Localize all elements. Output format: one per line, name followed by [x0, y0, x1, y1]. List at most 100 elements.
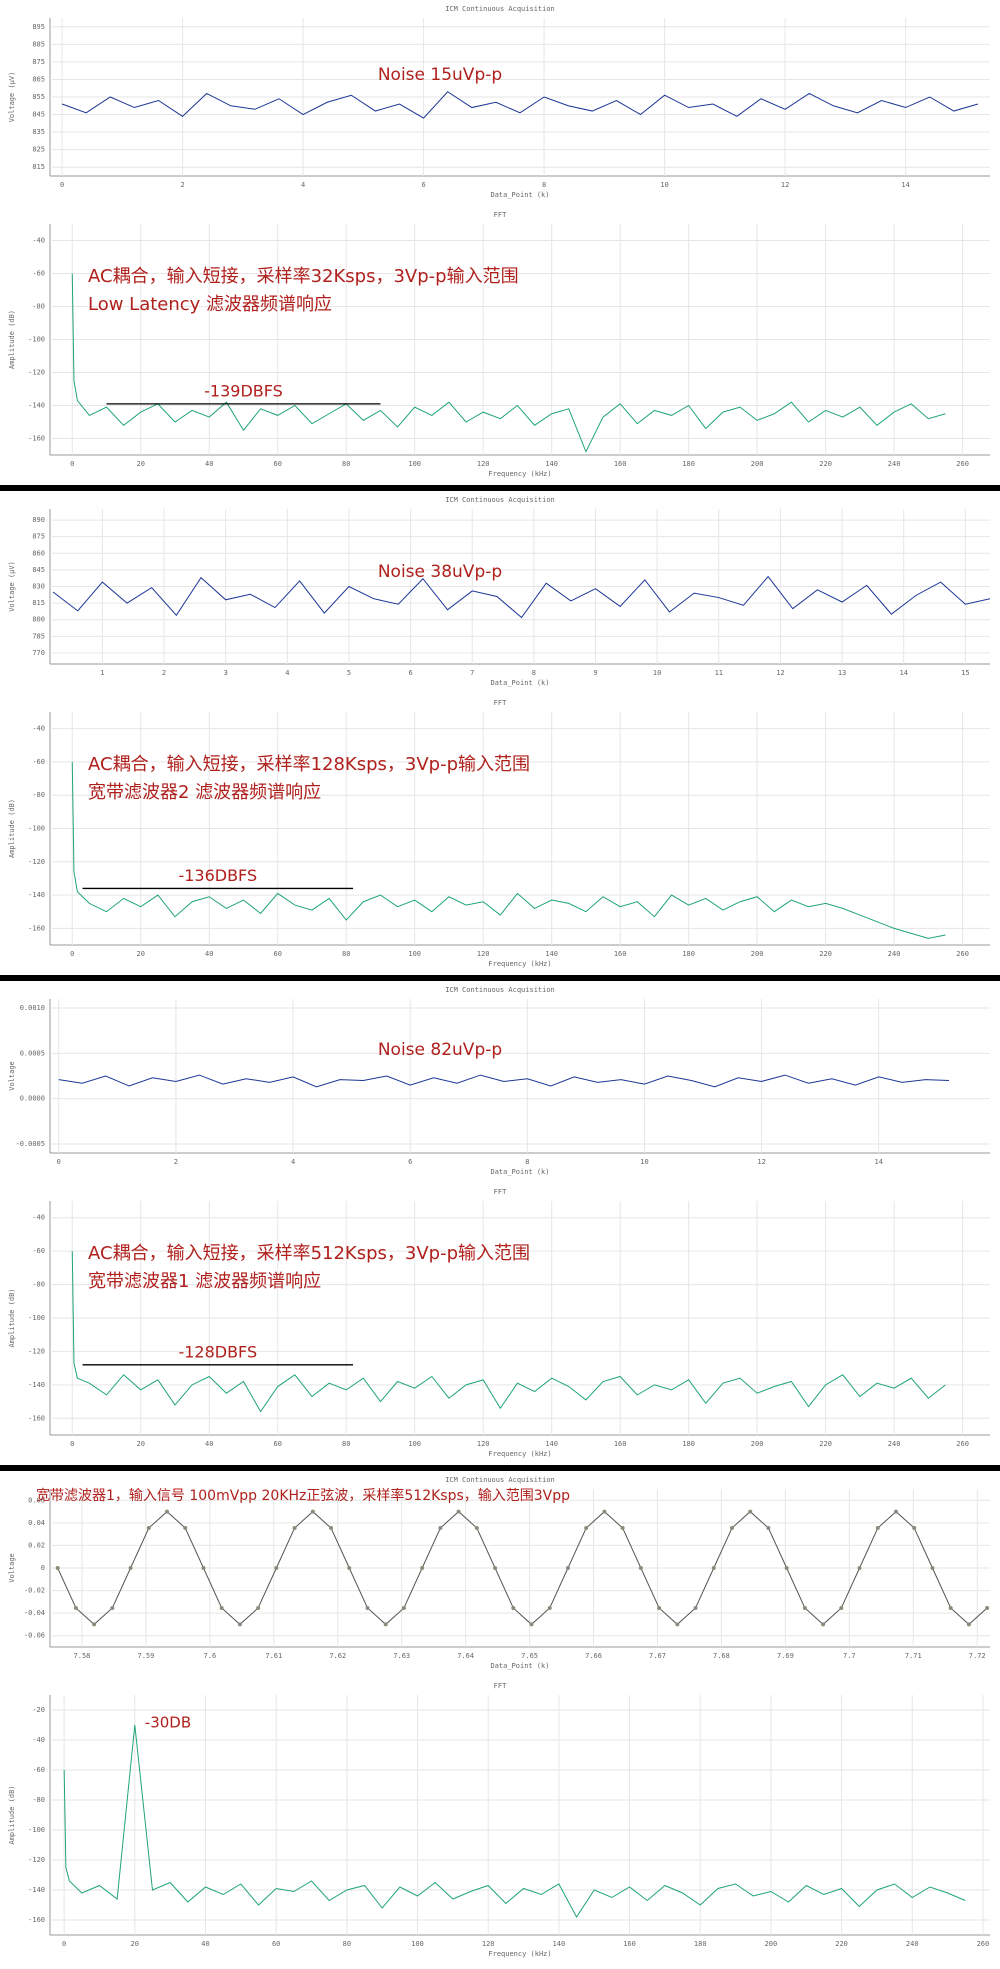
x-axis-label: Data_Point (k) — [490, 191, 549, 199]
x-tick-label: 2 — [180, 181, 184, 189]
x-tick-label: 120 — [477, 1440, 490, 1448]
x-tick-label: 220 — [819, 460, 832, 468]
y-tick-label: 785 — [32, 632, 45, 640]
x-tick-label: 20 — [131, 1940, 139, 1948]
x-tick-label: 260 — [977, 1940, 990, 1948]
y-tick-label: 825 — [32, 146, 45, 154]
x-tick-label: 6 — [408, 669, 412, 677]
data-point — [310, 1509, 315, 1514]
x-axis-label: Frequency (kHz) — [488, 960, 551, 968]
y-axis-label: Amplitude (dB) — [8, 1785, 16, 1844]
x-tick-label: 11 — [715, 669, 723, 677]
x-tick-label: 7.64 — [457, 1652, 474, 1660]
x-tick-label: 13 — [838, 669, 846, 677]
annotation: Noise 15uVp-p — [378, 65, 502, 85]
y-tick-label: -80 — [32, 791, 45, 799]
panel-title: FFT — [494, 699, 507, 707]
y-tick-label: -100 — [28, 1314, 45, 1322]
y-tick-label: 0.0010 — [20, 1004, 45, 1012]
x-tick-label: 12 — [781, 181, 789, 189]
x-tick-label: 20 — [137, 1440, 145, 1448]
data-line — [58, 1074, 950, 1088]
x-axis-label: Data_Point (k) — [490, 679, 549, 687]
data-point — [711, 1566, 716, 1570]
data-point — [401, 1605, 406, 1610]
data-point — [456, 1509, 461, 1514]
y-tick-label: 0 — [41, 1564, 45, 1572]
annotation: Low Latency 滤波器频谱响应 — [88, 294, 332, 315]
y-tick-label: -80 — [32, 303, 45, 311]
reference-label: -139DBFS — [204, 381, 283, 400]
data-point — [821, 1622, 826, 1627]
y-tick-label: -120 — [28, 858, 45, 866]
x-tick-label: 180 — [694, 1940, 707, 1948]
x-tick-label: 220 — [819, 1440, 832, 1448]
y-tick-label: -0.06 — [24, 1632, 45, 1640]
x-tick-label: 7.58 — [74, 1652, 91, 1660]
x-tick-label: 4 — [291, 1158, 295, 1166]
x-tick-label: 260 — [956, 460, 969, 468]
y-tick-label: 815 — [32, 599, 45, 607]
data-point — [420, 1566, 425, 1570]
annotation: -30DB — [145, 1714, 191, 1732]
x-tick-label: 7.66 — [585, 1652, 602, 1660]
x-tick-label: 220 — [835, 1940, 848, 1948]
data-point — [948, 1605, 953, 1610]
data-point — [729, 1526, 734, 1531]
data-point — [256, 1605, 261, 1610]
x-tick-label: 7 — [470, 669, 474, 677]
x-tick-label: 240 — [888, 950, 901, 958]
x-tick-label: 200 — [765, 1940, 778, 1948]
data-point — [985, 1605, 990, 1610]
y-tick-label: -80 — [32, 1796, 45, 1804]
annotation: Noise 82uVp-p — [378, 1040, 502, 1060]
y-tick-label: -120 — [28, 369, 45, 377]
x-tick-label: 12 — [757, 1158, 765, 1166]
x-tick-label: 14 — [901, 181, 909, 189]
x-tick-label: 14 — [899, 669, 907, 677]
x-tick-label: 80 — [342, 1440, 350, 1448]
x-tick-label: 200 — [751, 460, 764, 468]
data-line — [71, 273, 946, 453]
x-tick-label: 6 — [421, 181, 425, 189]
data-point — [675, 1622, 680, 1627]
data-point — [930, 1566, 935, 1570]
x-tick-label: 8 — [532, 669, 536, 677]
panel-title: FFT — [494, 211, 507, 219]
y-tick-label: -60 — [32, 1766, 45, 1774]
data-point — [857, 1566, 862, 1570]
x-tick-label: 200 — [751, 1440, 764, 1448]
y-tick-label: -100 — [28, 336, 45, 344]
x-tick-label: 20 — [137, 950, 145, 958]
y-tick-label: 860 — [32, 549, 45, 557]
x-tick-label: 120 — [477, 950, 490, 958]
panel-title: FFT — [494, 1682, 507, 1690]
x-tick-label: 100 — [408, 950, 421, 958]
data-point — [839, 1605, 844, 1610]
panel-title: ICM Continuous Acquisition — [445, 496, 555, 504]
x-tick-label: 260 — [956, 950, 969, 958]
x-tick-label: 80 — [342, 460, 350, 468]
data-point — [365, 1605, 370, 1610]
data-point — [92, 1622, 97, 1627]
x-tick-label: 140 — [545, 460, 558, 468]
x-tick-label: 7.69 — [777, 1652, 794, 1660]
x-tick-label: 40 — [205, 950, 213, 958]
x-tick-label: 0 — [60, 181, 64, 189]
y-axis-label: Amplitude (dB) — [8, 1288, 16, 1347]
data-point — [165, 1509, 170, 1514]
y-tick-label: 0.04 — [28, 1519, 45, 1527]
panel-title: ICM Continuous Acquisition — [445, 1476, 555, 1484]
data-point — [602, 1509, 607, 1514]
y-tick-label: -140 — [28, 891, 45, 899]
y-tick-label: 890 — [32, 516, 45, 524]
y-tick-label: -160 — [28, 1414, 45, 1422]
x-tick-label: 80 — [342, 950, 350, 958]
x-tick-label: 2 — [162, 669, 166, 677]
y-tick-label: -100 — [28, 825, 45, 833]
y-tick-label: 855 — [32, 93, 45, 101]
x-axis-label: Frequency (kHz) — [488, 470, 551, 478]
x-tick-label: 7.72 — [969, 1652, 986, 1660]
x-axis-label: Frequency (kHz) — [488, 1450, 551, 1458]
